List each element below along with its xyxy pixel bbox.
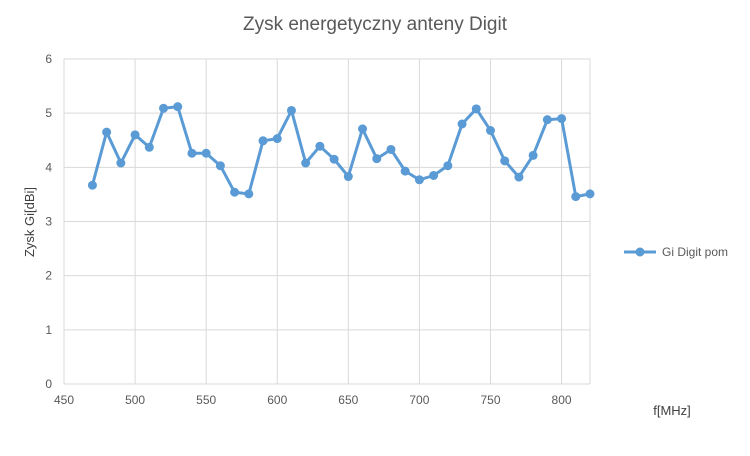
- grid: [63, 58, 591, 385]
- y-tick-label: 5: [45, 106, 52, 120]
- data-point: [87, 180, 97, 190]
- data-point: [485, 126, 495, 135]
- data-point: [557, 114, 567, 124]
- data-point: [173, 102, 183, 112]
- data-point: [585, 189, 595, 199]
- x-tick-label: 600: [267, 393, 287, 407]
- legend: Gi Digit pom: [624, 245, 728, 259]
- x-tick-label: 650: [338, 393, 358, 407]
- data-point: [343, 172, 353, 182]
- data-point: [528, 150, 538, 160]
- data-point: [358, 124, 368, 134]
- x-tick-label: 500: [125, 393, 145, 407]
- y-tick-label: 3: [45, 215, 52, 229]
- x-tick-label: 800: [552, 393, 572, 407]
- data-point: [429, 170, 439, 180]
- y-tick-label: 6: [45, 52, 52, 66]
- data-point: [457, 119, 467, 129]
- data-point: [542, 115, 552, 125]
- data-point: [500, 156, 510, 166]
- x-tick-label: 700: [409, 393, 429, 407]
- data-point: [301, 158, 311, 168]
- tick-labels: 0 1 2 3 4 5 6 450 500 550 600 650 700 750 800: [45, 52, 572, 407]
- data-point: [315, 141, 325, 151]
- y-tick-label: 1: [45, 323, 52, 337]
- data-point: [258, 136, 268, 146]
- data-point: [372, 154, 382, 164]
- data-point: [400, 166, 410, 176]
- data-point: [286, 105, 296, 115]
- data-point: [514, 172, 524, 182]
- data-point: [230, 187, 240, 197]
- data-point: [116, 158, 126, 168]
- data-point: [187, 148, 197, 158]
- legend-label: Gi Digit pom: [662, 245, 728, 259]
- y-tick-label: 2: [45, 269, 52, 283]
- x-tick-label: 750: [480, 393, 500, 407]
- data-point: [201, 148, 211, 158]
- x-tick-label: 450: [54, 393, 74, 407]
- data-point: [272, 134, 282, 144]
- legend-marker: [635, 247, 645, 257]
- data-point: [102, 127, 112, 137]
- chart-title: Zysk energetyczny anteny Digit: [243, 14, 508, 35]
- y-tick-label: 4: [45, 160, 52, 174]
- y-tick-label: 0: [45, 377, 52, 391]
- series-group: [87, 102, 595, 202]
- data-point: [329, 154, 339, 164]
- x-axis-label: f[MHz]: [653, 403, 691, 418]
- data-point: [244, 189, 254, 199]
- data-point: [159, 103, 169, 113]
- data-point: [471, 104, 481, 114]
- data-point: [144, 142, 154, 152]
- series-line: [90, 105, 592, 199]
- data-point: [386, 144, 396, 154]
- data-point: [443, 161, 453, 171]
- data-point: [571, 192, 581, 202]
- data-point: [130, 130, 140, 140]
- data-point: [215, 161, 225, 171]
- x-tick-label: 550: [196, 393, 216, 407]
- data-point: [414, 175, 424, 185]
- y-axis-label: Zysk Gi[dBi]: [22, 187, 37, 257]
